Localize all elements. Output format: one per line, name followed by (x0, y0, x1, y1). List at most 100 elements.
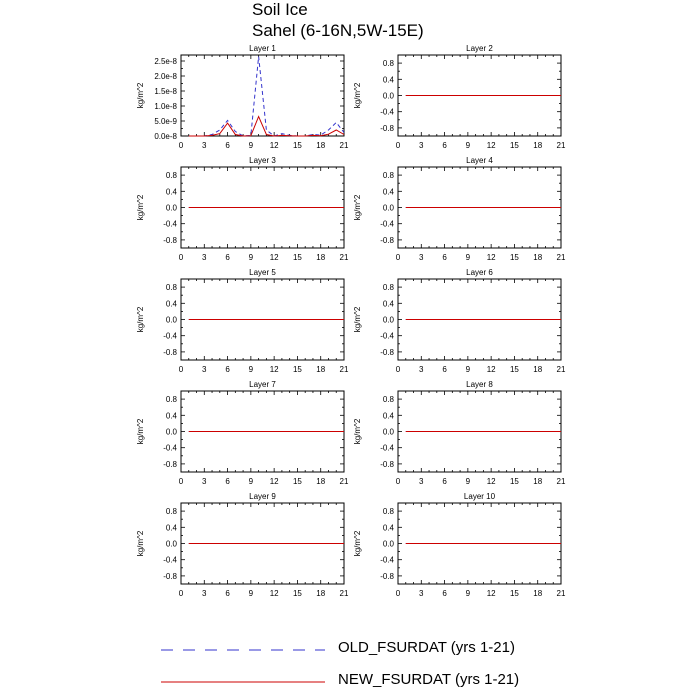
chart-panel-layer-6: Layer 6 kg/m^2 0 3 6 9 12 15 18 21 -0.8 -0.4 0.0 0.4 0… (353, 268, 566, 374)
x-tick-label: 3 (202, 141, 207, 150)
panel-title: Layer 2 (466, 44, 493, 53)
y-tick-label: 0.4 (166, 187, 178, 196)
chart-panel-layer-1: Layer 1 kg/m^2 0 3 6 9 12 15 18 21 0.0e-8 5.0e-9 1.0… (136, 44, 349, 150)
y-tick-label: 0.8 (383, 171, 395, 180)
x-tick-label: 3 (419, 477, 424, 486)
plot-frame (180, 54, 345, 137)
chart-panel-layer-10: Layer 10 kg/m^2 0 3 6 9 12 15 18 21 -0.8 -0.4 0.0 0.4… (353, 492, 566, 598)
y-tick-label: -0.4 (380, 108, 394, 117)
x-tick-label: 6 (225, 365, 230, 374)
y-tick-label: 0.8 (383, 59, 395, 68)
y-tick-label: 0.8 (166, 395, 178, 404)
x-tick-label: 0 (179, 477, 184, 486)
x-tick-label: 21 (340, 589, 349, 598)
y-tick-label: -0.8 (380, 348, 394, 357)
x-tick-label: 21 (557, 253, 566, 262)
x-tick-label: 9 (249, 589, 254, 598)
y-tick-label: 2.5e-8 (154, 57, 177, 66)
x-tick-label: 18 (316, 253, 325, 262)
y-tick-label: 0.8 (383, 395, 395, 404)
y-tick-label: 0.8 (166, 171, 178, 180)
x-tick-label: 3 (419, 589, 424, 598)
x-tick-label: 18 (316, 589, 325, 598)
y-tick-label: -0.8 (163, 236, 177, 245)
x-tick-label: 9 (249, 141, 254, 150)
panel-title: Layer 3 (249, 156, 276, 165)
y-tick-label: 0.0e-8 (154, 132, 177, 141)
x-tick-label: 0 (396, 365, 401, 374)
y-tick-label: 0.0 (166, 316, 178, 325)
panel-title: Layer 7 (249, 380, 276, 389)
x-tick-label: 9 (466, 253, 471, 262)
y-axis-label: kg/m^2 (136, 418, 145, 444)
x-tick-label: 15 (293, 141, 302, 150)
x-tick-label: 15 (293, 589, 302, 598)
y-axis-label: kg/m^2 (136, 82, 145, 108)
y-tick-label: 0.4 (166, 523, 178, 532)
y-tick-label: -0.8 (380, 236, 394, 245)
y-tick-label: 0.0 (383, 316, 395, 325)
x-tick-label: 12 (270, 253, 279, 262)
x-tick-label: 15 (510, 253, 519, 262)
x-tick-label: 12 (270, 477, 279, 486)
x-tick-label: 3 (202, 589, 207, 598)
y-tick-label: 0.0 (383, 540, 395, 549)
x-tick-label: 15 (510, 365, 519, 374)
x-tick-label: 6 (442, 253, 447, 262)
y-tick-label: 0.0 (383, 92, 395, 101)
y-tick-label: 0.8 (383, 283, 395, 292)
x-tick-label: 0 (179, 141, 184, 150)
x-tick-label: 12 (487, 253, 496, 262)
x-tick-label: 21 (340, 365, 349, 374)
chart-panel-layer-4: Layer 4 kg/m^2 0 3 6 9 12 15 18 21 -0.8 -0.4 0.0 0.4 0… (353, 156, 566, 262)
chart-panel-layer-5: Layer 5 kg/m^2 0 3 6 9 12 15 18 21 -0.8 -0.4 0.0 0.4 0… (136, 268, 349, 374)
y-axis-label: kg/m^2 (136, 194, 145, 220)
series-line-old (188, 56, 345, 137)
x-tick-label: 3 (202, 253, 207, 262)
y-tick-label: 0.4 (166, 299, 178, 308)
series-line-new (188, 115, 345, 137)
y-axis-label: kg/m^2 (136, 306, 145, 332)
figure-subtitle: Sahel (6-16N,5W-15E) (252, 21, 424, 40)
x-tick-label: 18 (533, 141, 542, 150)
y-tick-label: 0.0 (166, 540, 178, 549)
x-tick-label: 6 (442, 365, 447, 374)
y-tick-label: -0.4 (163, 556, 177, 565)
y-tick-label: 0.8 (166, 507, 178, 516)
y-tick-label: 0.0 (166, 428, 178, 437)
x-tick-label: 12 (270, 365, 279, 374)
y-tick-label: 0.8 (383, 507, 395, 516)
y-axis-label: kg/m^2 (353, 530, 362, 556)
y-tick-label: -0.8 (163, 460, 177, 469)
x-tick-label: 6 (442, 477, 447, 486)
x-tick-label: 15 (510, 141, 519, 150)
x-tick-label: 18 (533, 365, 542, 374)
x-tick-label: 0 (179, 589, 184, 598)
x-tick-label: 3 (419, 141, 424, 150)
panel-title: Layer 1 (249, 44, 276, 53)
y-tick-label: -0.4 (380, 332, 394, 341)
y-tick-label: 2.0e-8 (154, 72, 177, 81)
y-axis-label: kg/m^2 (353, 418, 362, 444)
legend-label-new: NEW_FSURDAT (yrs 1-21) (338, 671, 520, 688)
y-tick-label: 0.0 (383, 428, 395, 437)
y-tick-label: 5.0e-9 (154, 117, 177, 126)
y-tick-label: 0.4 (166, 411, 178, 420)
y-axis-label: kg/m^2 (136, 530, 145, 556)
x-tick-label: 12 (270, 141, 279, 150)
y-tick-label: 0.4 (383, 75, 395, 84)
x-tick-label: 15 (293, 253, 302, 262)
x-tick-label: 6 (442, 589, 447, 598)
x-tick-label: 0 (396, 141, 401, 150)
x-tick-label: 15 (510, 477, 519, 486)
x-tick-label: 18 (316, 365, 325, 374)
panel-title: Layer 6 (466, 268, 493, 277)
x-tick-label: 21 (340, 477, 349, 486)
panel-title: Layer 4 (466, 156, 493, 165)
chart-panel-layer-8: Layer 8 kg/m^2 0 3 6 9 12 15 18 21 -0.8 -0.4 0.0 0.4 0… (353, 380, 566, 486)
x-tick-label: 3 (419, 365, 424, 374)
x-tick-label: 9 (466, 477, 471, 486)
x-tick-label: 21 (557, 477, 566, 486)
x-tick-label: 9 (466, 589, 471, 598)
